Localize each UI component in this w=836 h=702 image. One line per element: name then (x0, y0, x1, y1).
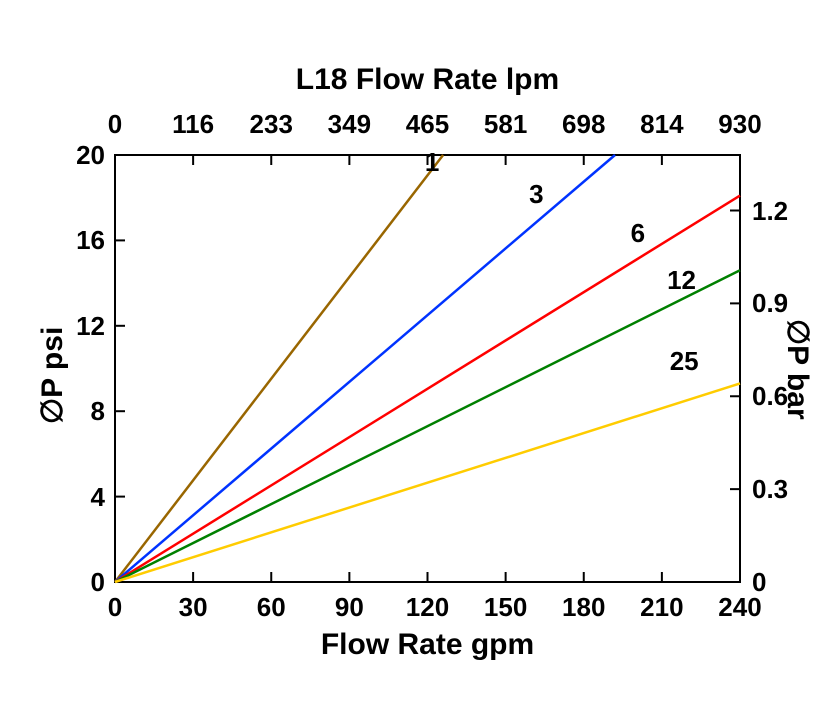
chart-container: L18 Flow Rate lpm Flow Rate gpm ∅P psi ∅… (0, 0, 836, 702)
series-label-1: 1 (425, 147, 439, 178)
y-left-tick-label: 20 (60, 140, 105, 171)
x-top-tick-label: 116 (158, 109, 228, 140)
x-top-tick-label: 465 (393, 109, 463, 140)
y-right-tick-label: 1.2 (752, 196, 812, 227)
series-label-25: 25 (670, 346, 699, 377)
y-left-tick-label: 4 (60, 482, 105, 513)
y-right-tick-label: 0.6 (752, 381, 812, 412)
y-right-tick-label: 0.9 (752, 288, 812, 319)
y-right-tick-label: 0.3 (752, 474, 812, 505)
x-bottom-tick-label: 210 (632, 592, 692, 623)
x-top-tick-label: 930 (705, 109, 775, 140)
x-bottom-tick-label: 30 (163, 592, 223, 623)
x-bottom-tick-label: 180 (554, 592, 614, 623)
x-top-tick-label: 233 (236, 109, 306, 140)
y-left-tick-label: 8 (60, 396, 105, 427)
series-label-6: 6 (631, 218, 645, 249)
x-bottom-tick-label: 90 (319, 592, 379, 623)
x-bottom-tick-label: 150 (476, 592, 536, 623)
x-top-tick-label: 0 (80, 109, 150, 140)
y-left-tick-label: 12 (60, 311, 105, 342)
x-top-tick-label: 814 (627, 109, 697, 140)
x-top-tick-label: 349 (314, 109, 384, 140)
x-top-tick-label: 581 (471, 109, 541, 140)
series-label-3: 3 (529, 179, 543, 210)
series-label-12: 12 (667, 265, 696, 296)
y-left-tick-label: 0 (60, 567, 105, 598)
x-bottom-tick-label: 120 (398, 592, 458, 623)
x-bottom-tick-label: 60 (241, 592, 301, 623)
x-top-tick-label: 698 (549, 109, 619, 140)
y-left-tick-label: 16 (60, 225, 105, 256)
y-right-tick-label: 0 (752, 567, 812, 598)
